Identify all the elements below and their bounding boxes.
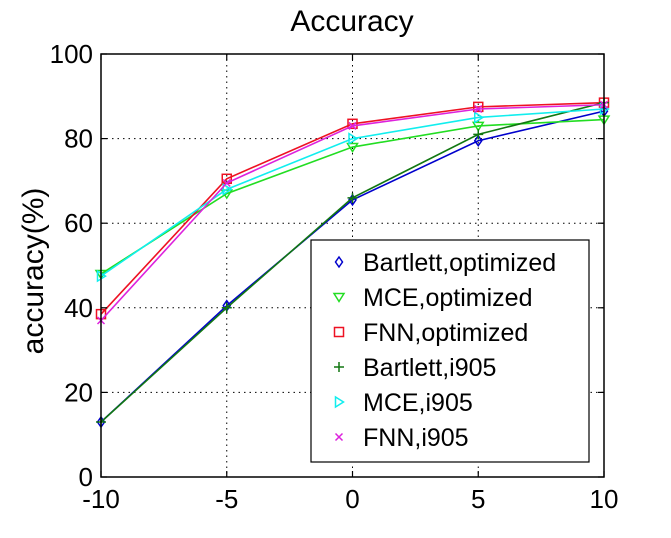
legend-entry: MCE,optimized (332, 284, 533, 312)
series-4 (96, 102, 610, 283)
x-tick-label: -10 (82, 484, 120, 514)
y-tick-label: 40 (64, 293, 93, 323)
plus-marker (347, 192, 358, 203)
plus-marker (221, 302, 232, 313)
x-marker (334, 432, 344, 442)
x-tick-label: 5 (471, 484, 485, 514)
legend: Bartlett,optimized MCE,optimized FNN,optim… (310, 239, 590, 463)
legend-entry: FNN,optimized (333, 319, 528, 347)
y-tick-label: 20 (64, 377, 93, 407)
series-line (100, 101, 605, 315)
y-tick-label: 0 (79, 462, 93, 492)
triangle-down-marker (471, 121, 485, 132)
legend-label: MCE,optimized (363, 284, 533, 312)
square-marker (333, 326, 345, 338)
y-tick-label: 80 (64, 124, 93, 154)
triangle-down-marker (332, 292, 346, 303)
x-tick-label: 0 (345, 484, 359, 514)
series-5 (96, 100, 609, 325)
y-tick-label: 60 (64, 208, 93, 238)
x-marker (474, 104, 483, 114)
legend-entry: Bartlett,i905 (334, 354, 496, 382)
x-marker (222, 178, 231, 188)
plus-marker (334, 362, 344, 372)
legend-label: Bartlett,i905 (363, 354, 496, 382)
legend-label: Bartlett,optimized (363, 249, 556, 277)
square-marker (473, 101, 484, 113)
plus-marker (473, 129, 484, 140)
legend-label: FNN,i905 (363, 424, 469, 452)
y-tick-label: 100 (50, 39, 93, 69)
chart-title: Accuracy (290, 5, 413, 38)
triangle-right-marker (348, 132, 359, 145)
triangle-down-marker (346, 142, 359, 153)
legend-box (310, 239, 590, 463)
triangle-right-marker (474, 111, 485, 124)
diamond-marker (334, 255, 344, 269)
legend-label: FNN,optimized (363, 319, 528, 347)
series-line (100, 108, 605, 277)
legend-entry: Bartlett,optimized (334, 249, 556, 277)
diamond-marker (473, 134, 483, 148)
legend-entry: MCE,i905 (334, 389, 473, 417)
x-tick-label: -5 (215, 484, 238, 514)
triangle-right-marker (334, 395, 345, 409)
x-tick-label: 10 (590, 484, 619, 514)
legend-entry: FNN,i905 (334, 424, 469, 452)
y-axis-label: accuracy(%) (17, 188, 50, 355)
x-marker (348, 121, 357, 130)
square-marker (347, 118, 358, 130)
triangle-right-marker (222, 183, 233, 196)
legend-label: MCE,i905 (363, 389, 473, 417)
